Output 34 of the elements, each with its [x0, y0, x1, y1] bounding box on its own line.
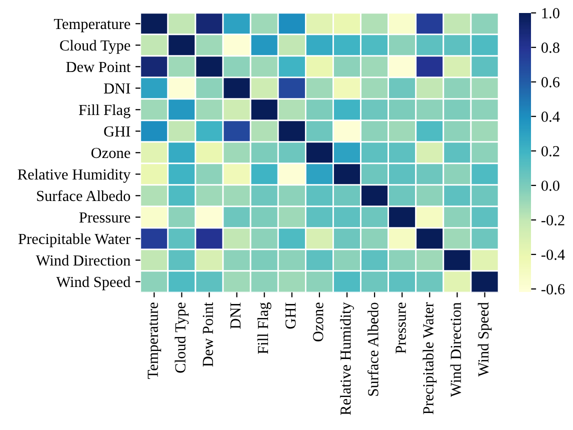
y-tick-label: DNI: [104, 83, 130, 94]
y-tick-label: Relative Humidity: [18, 168, 131, 183]
y-tick-label: Wind Direction: [36, 254, 130, 266]
y-tick-label: Wind Speed: [56, 276, 130, 290]
color-bar-label: -0.4: [541, 250, 565, 260]
x-tick-label: Dew Point: [202, 302, 214, 367]
x-tick-label: Ozone: [313, 302, 324, 342]
y-tick-label: Temperature: [54, 18, 130, 32]
color-bar-label: 0.4: [541, 112, 560, 122]
x-tick-label: Pressure: [396, 302, 406, 354]
x-tick-label: DNI: [230, 302, 241, 329]
x-tick-label: GHI: [285, 302, 296, 329]
x-tick-label: Relative Humidity: [340, 302, 354, 415]
y-tick-label: Surface Albedo: [37, 190, 130, 202]
y-tick-label: Fill Flag: [78, 104, 130, 118]
color-bar-label: 1.0: [542, 8, 560, 18]
color-bar-label: 0.8: [541, 42, 560, 53]
y-tick-label: Pressure: [79, 212, 130, 223]
y-tick-label: Precipitable Water: [18, 233, 131, 248]
color-bar-label: -0.2: [541, 215, 564, 226]
x-tick-label: Wind Speed: [478, 302, 492, 377]
y-tick-label: Dew Point: [66, 62, 131, 72]
y-tick-label: GHI: [104, 126, 130, 137]
color-bar-label: 0.0: [541, 180, 560, 191]
x-tick-label: Precipitable Water: [422, 302, 437, 414]
color-bar-label: 0.6: [541, 77, 560, 88]
x-tick-label: Fill Flag: [257, 302, 272, 354]
x-tick-label: Wind Direction: [450, 302, 462, 397]
color-bar-label: -0.6: [541, 284, 565, 294]
x-tick-label: Surface Albedo: [367, 302, 378, 396]
color-bar-label: 0.2: [541, 146, 560, 156]
y-tick-label: Cloud Type: [60, 40, 130, 54]
x-tick-label: Cloud Type: [174, 302, 189, 373]
y-tick-label: Ozone: [91, 148, 130, 158]
